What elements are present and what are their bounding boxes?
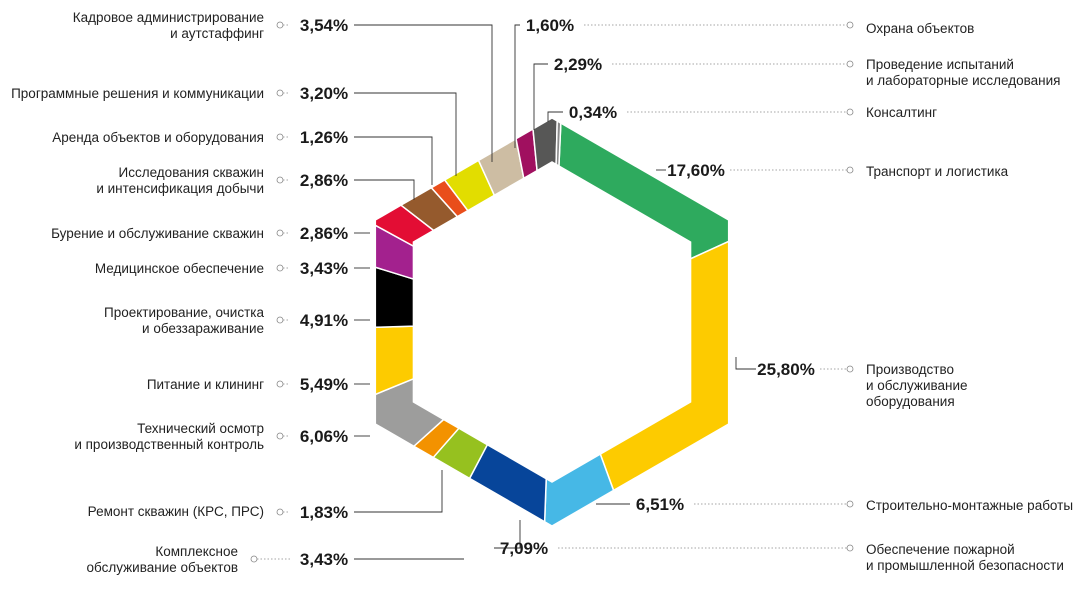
dot-connector-4	[558, 544, 854, 552]
category-label-10-line-1: Медицинское обеспечение	[95, 261, 264, 276]
leader-2	[735, 357, 756, 370]
dot-connector-15	[276, 21, 290, 29]
chart-segments	[374, 117, 730, 527]
category-label-15-line-2: и аутстаффинг	[170, 26, 264, 41]
category-label-14-line-1: Программные решения и коммуникации	[11, 86, 264, 101]
category-label-8-line-1: Питание и клининг	[147, 377, 264, 392]
category-label-7-line-1: Технический осмотр	[137, 421, 264, 436]
value-label-2: 25,80%	[757, 360, 815, 379]
category-label-17-line-1: Проведение испытаний	[866, 57, 1014, 72]
dot-connector-3	[694, 500, 854, 508]
dot-connector-9	[276, 316, 290, 324]
category-label-13-line-1: Аренда объектов и оборудования	[52, 130, 264, 145]
category-label-3-line-1: Строительно-монтажные работы	[866, 498, 1073, 513]
category-label-9-line-2: и обеззараживание	[142, 321, 264, 336]
category-label-4-line-2: и промышленной безопасности	[866, 558, 1064, 573]
category-label-9-line-1: Проектирование, очистка	[104, 305, 264, 320]
dot-connector-17	[612, 60, 854, 68]
dot-connector-6	[276, 508, 290, 516]
category-label-2-line-1: Производство	[866, 362, 954, 377]
value-label-16: 1,60%	[526, 16, 574, 35]
dot-connector-5	[250, 555, 290, 563]
leader-15	[354, 24, 493, 162]
segment-18	[555, 119, 562, 168]
category-label-18-line-1: Консалтинг	[866, 105, 937, 120]
value-label-10: 3,43%	[300, 259, 348, 278]
category-label-4-line-1: Обеспечение пожарной	[866, 542, 1015, 557]
leader-16	[514, 24, 520, 148]
dot-connector-2	[820, 365, 854, 373]
category-label-6-line-1: Ремонт скважин (КРС, ПРС)	[88, 504, 264, 519]
value-label-18: 0,34%	[569, 103, 617, 122]
value-label-14: 3,20%	[300, 84, 348, 103]
value-label-1: 17,60%	[667, 161, 725, 180]
dot-connector-14	[276, 89, 290, 97]
dot-connector-10	[276, 264, 290, 272]
dot-connector-8	[276, 380, 290, 388]
segment-17	[532, 117, 558, 172]
category-label-7-line-2: и производственный контроль	[74, 437, 264, 452]
category-label-1-line-1: Транспорт и логистика	[866, 164, 1009, 179]
segment-2	[599, 240, 730, 492]
value-label-15: 3,54%	[300, 16, 348, 35]
value-label-17: 2,29%	[554, 55, 602, 74]
segment-3	[543, 453, 615, 527]
dot-connector-11	[276, 229, 290, 237]
leader-6	[354, 470, 443, 513]
category-label-16-line-1: Охрана объектов	[866, 21, 974, 36]
value-label-12: 2,86%	[300, 171, 348, 190]
category-label-2-line-3: оборудования	[866, 394, 955, 409]
leader-17	[533, 63, 548, 130]
value-label-9: 4,91%	[300, 311, 348, 330]
leader-12	[354, 179, 415, 200]
value-label-13: 1,26%	[300, 128, 348, 147]
dot-connector-16	[584, 21, 854, 29]
dot-connector-7	[276, 432, 290, 440]
value-label-8: 5,49%	[300, 375, 348, 394]
dot-connector-1	[730, 166, 854, 174]
value-label-3: 6,51%	[636, 495, 684, 514]
dot-connector-13	[276, 133, 290, 141]
leader-4	[494, 520, 521, 549]
category-label-5-line-2: обслуживание объектов	[87, 560, 238, 575]
dot-connector-12	[276, 176, 290, 184]
category-label-5-line-1: Комплексное	[155, 544, 238, 559]
value-label-6: 1,83%	[300, 503, 348, 522]
leader-18	[547, 111, 563, 122]
segment-1	[558, 121, 730, 260]
chart-labels: 17,60% Транспорт и логистика 25,80% Произво…	[11, 10, 1073, 575]
value-label-5: 3,43%	[300, 550, 348, 569]
category-label-12-line-1: Исследования скважин	[119, 165, 264, 180]
value-label-4: 7,09%	[500, 539, 548, 558]
category-label-15-line-1: Кадровое администрирование	[73, 10, 264, 25]
leader-lines	[250, 21, 854, 563]
value-label-7: 6,06%	[300, 427, 348, 446]
value-label-11: 2,86%	[300, 224, 348, 243]
category-label-12-line-2: и интенсификация добычи	[96, 181, 264, 196]
leader-14	[354, 92, 457, 176]
category-label-17-line-2: и лабораторные исследования	[866, 73, 1060, 88]
dot-connector-18	[627, 108, 854, 116]
leader-13	[354, 136, 433, 185]
category-label-2-line-2: и обслуживание	[866, 378, 968, 393]
category-label-11-line-1: Бурение и обслуживание скважин	[51, 226, 264, 241]
